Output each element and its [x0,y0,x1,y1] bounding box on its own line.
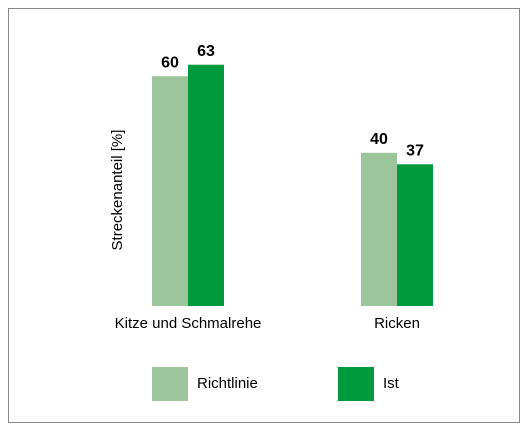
legend-label: Ist [383,375,400,392]
x-tick-label: Kitze und Schmalrehe [115,315,262,332]
legend-swatch [338,367,374,401]
bar [397,164,433,306]
bar [152,76,188,306]
bar [361,152,397,306]
legend-label: Richtlinie [197,375,258,392]
value-label: 63 [197,43,215,60]
y-axis-label: Streckenanteil [%] [109,130,126,251]
x-tick-label: Ricken [374,315,420,332]
value-label: 60 [161,54,179,71]
legend-swatch [152,367,188,401]
value-label: 37 [406,143,424,160]
bar [188,64,224,307]
value-label: 40 [370,131,388,148]
chart-frame [8,8,520,423]
